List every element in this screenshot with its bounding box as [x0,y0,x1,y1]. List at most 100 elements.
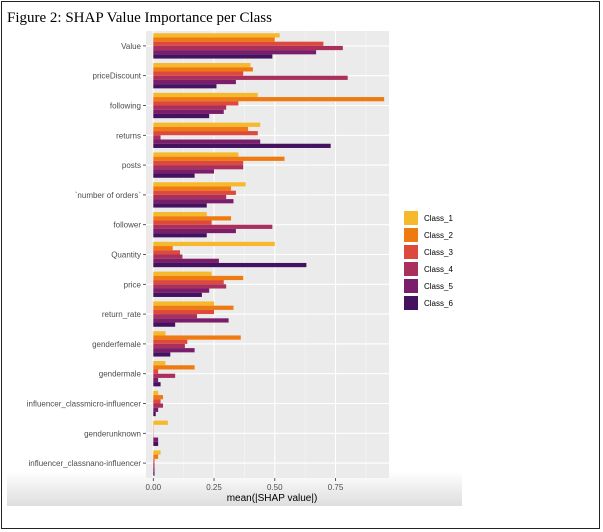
y-tick-label-influencer-classnano-influencer: influencer_classnano-influencer [28,459,141,468]
bar-influencer-classnano-influencer-class-2 [153,454,159,459]
y-tick-label-genderunknown: genderunknown [84,429,141,438]
bar-value-class-3 [153,41,324,46]
bar-price-class-1 [153,271,212,276]
bar-price-class-2 [153,275,244,281]
y-tick-label-posts: posts [122,161,141,170]
y-tick-label-value: Value [121,42,141,51]
bar-follower-class-5 [153,228,236,234]
bar-return-rate-class-4 [153,314,198,319]
legend-key-class-4 [404,262,418,276]
legend-label-class-3: Class_3 [424,248,453,257]
bar-posts-class-6 [153,173,195,178]
y-tick-label-quantity: Quantity [111,251,141,260]
bar-genderunknown-class-6 [153,441,159,446]
y-tick-label-influencer-classmicro-influencer: influencer_classmicro-influencer [27,400,142,409]
bar-genderunknown-class-1 [153,420,168,425]
bar-pricediscount-class-3 [153,71,244,76]
legend-label-class-1: Class_1 [424,214,453,223]
y-tick-label-pricediscount: priceDiscount [93,72,142,81]
bar-return-rate-class-1 [153,301,215,306]
bar-genderfemale-class-1 [153,331,166,336]
bar-quantity-class-4 [153,254,183,259]
legend-key-class-3 [404,245,418,259]
bar-posts-class-5 [153,169,215,174]
y-tick-label-genderfemale: genderfemale [92,340,141,349]
bar-following-class-5 [153,109,224,114]
y-tick-label-following: following [110,102,141,111]
legend-label-class-5: Class_5 [424,282,453,291]
bar-gendermale-class-1 [153,361,166,366]
bar-return-rate-class-6 [153,322,176,327]
bar-gendermale-class-6 [153,382,161,387]
x-tick-labels: 0.00 0.25 0.50 0.75 [146,478,344,492]
bar-follower-class-2 [153,216,232,221]
bar-value-class-1 [153,33,280,38]
y-tick-label-return-rate: return_rate [102,310,142,319]
bar-following-class-4 [153,105,227,110]
x-tick-label: 0.75 [328,483,344,492]
bar-follower-class-6 [153,233,207,238]
bar-number-of-orders-class-1 [153,182,246,187]
legend: Class_1 Class_2 Class_3 Class_4 Class_5 Class… [404,211,453,310]
bar-follower-class-1 [153,212,207,217]
bar-following-class-2 [153,97,385,102]
bar-posts-class-3 [153,160,244,166]
bar-number-of-orders-class-2 [153,186,232,191]
bar-gendermale-class-3 [153,369,159,374]
bar-return-rate-class-5 [153,318,229,323]
bar-number-of-orders-class-6 [153,203,207,208]
bar-price-class-6 [153,292,202,297]
legend-label-class-4: Class_4 [424,265,453,274]
bar-follower-class-4 [153,224,273,229]
bar-posts-class-2 [153,156,285,161]
y-tick-label-gendermale: gendermale [99,370,142,379]
bar-gendermale-class-5 [153,377,159,383]
bar-value-class-6 [153,54,273,59]
bar-returns-class-2 [153,126,249,132]
bar-return-rate-class-3 [153,309,215,315]
bar-influencer-classnano-influencer-class-1 [153,450,161,455]
y-tick-label-number-of-orders: `number of orders` [75,191,142,200]
bar-genderunknown-class-5 [153,437,159,442]
y-tick-label-follower: follower [113,221,141,230]
bar-quantity-class-6 [153,262,307,268]
bar-quantity-class-3 [153,250,181,255]
legend-label-class-6: Class_6 [424,299,453,308]
bar-number-of-orders-class-4 [153,194,227,200]
bar-quantity-class-2 [153,246,173,251]
bar-return-rate-class-2 [153,305,234,310]
bar-price-class-4 [153,284,227,289]
y-tick-label-returns: returns [116,131,141,140]
bar-number-of-orders-class-5 [153,199,234,204]
bar-influencer-classnano-influencer-class-5 [153,467,155,472]
x-tick-label: 0.00 [146,483,162,492]
bars [153,33,385,476]
bar-gendermale-class-2 [153,365,195,370]
legend-key-class-1 [404,211,418,225]
bar-posts-class-1 [153,152,239,157]
bar-follower-class-3 [153,220,212,225]
bar-pricediscount-class-5 [153,79,236,85]
bar-following-class-3 [153,101,239,106]
bar-genderfemale-class-4 [153,343,185,349]
bar-pricediscount-class-1 [153,63,251,68]
bar-price-class-5 [153,288,210,293]
figure-title: Figure 2: SHAP Value Importance per Clas… [7,10,272,26]
bar-quantity-class-5 [153,258,219,263]
bar-influencer-classnano-influencer-class-3 [153,458,155,464]
bar-price-class-3 [153,280,224,285]
legend-key-class-2 [404,228,418,242]
bar-genderfemale-class-5 [153,348,195,353]
bar-returns-class-5 [153,139,261,144]
bar-returns-class-6 [153,143,331,148]
bar-posts-class-4 [153,165,244,170]
bar-influencer-classnano-influencer-class-6 [153,471,155,476]
bar-value-class-4 [153,45,343,51]
y-tick-labels: Value priceDiscount following returns posts `… [27,42,146,468]
bar-number-of-orders-class-3 [153,190,236,195]
legend-label-class-2: Class_2 [424,231,453,240]
bar-genderfemale-class-2 [153,335,241,340]
bar-returns-class-4 [153,135,161,140]
grid-lines [146,31,389,478]
